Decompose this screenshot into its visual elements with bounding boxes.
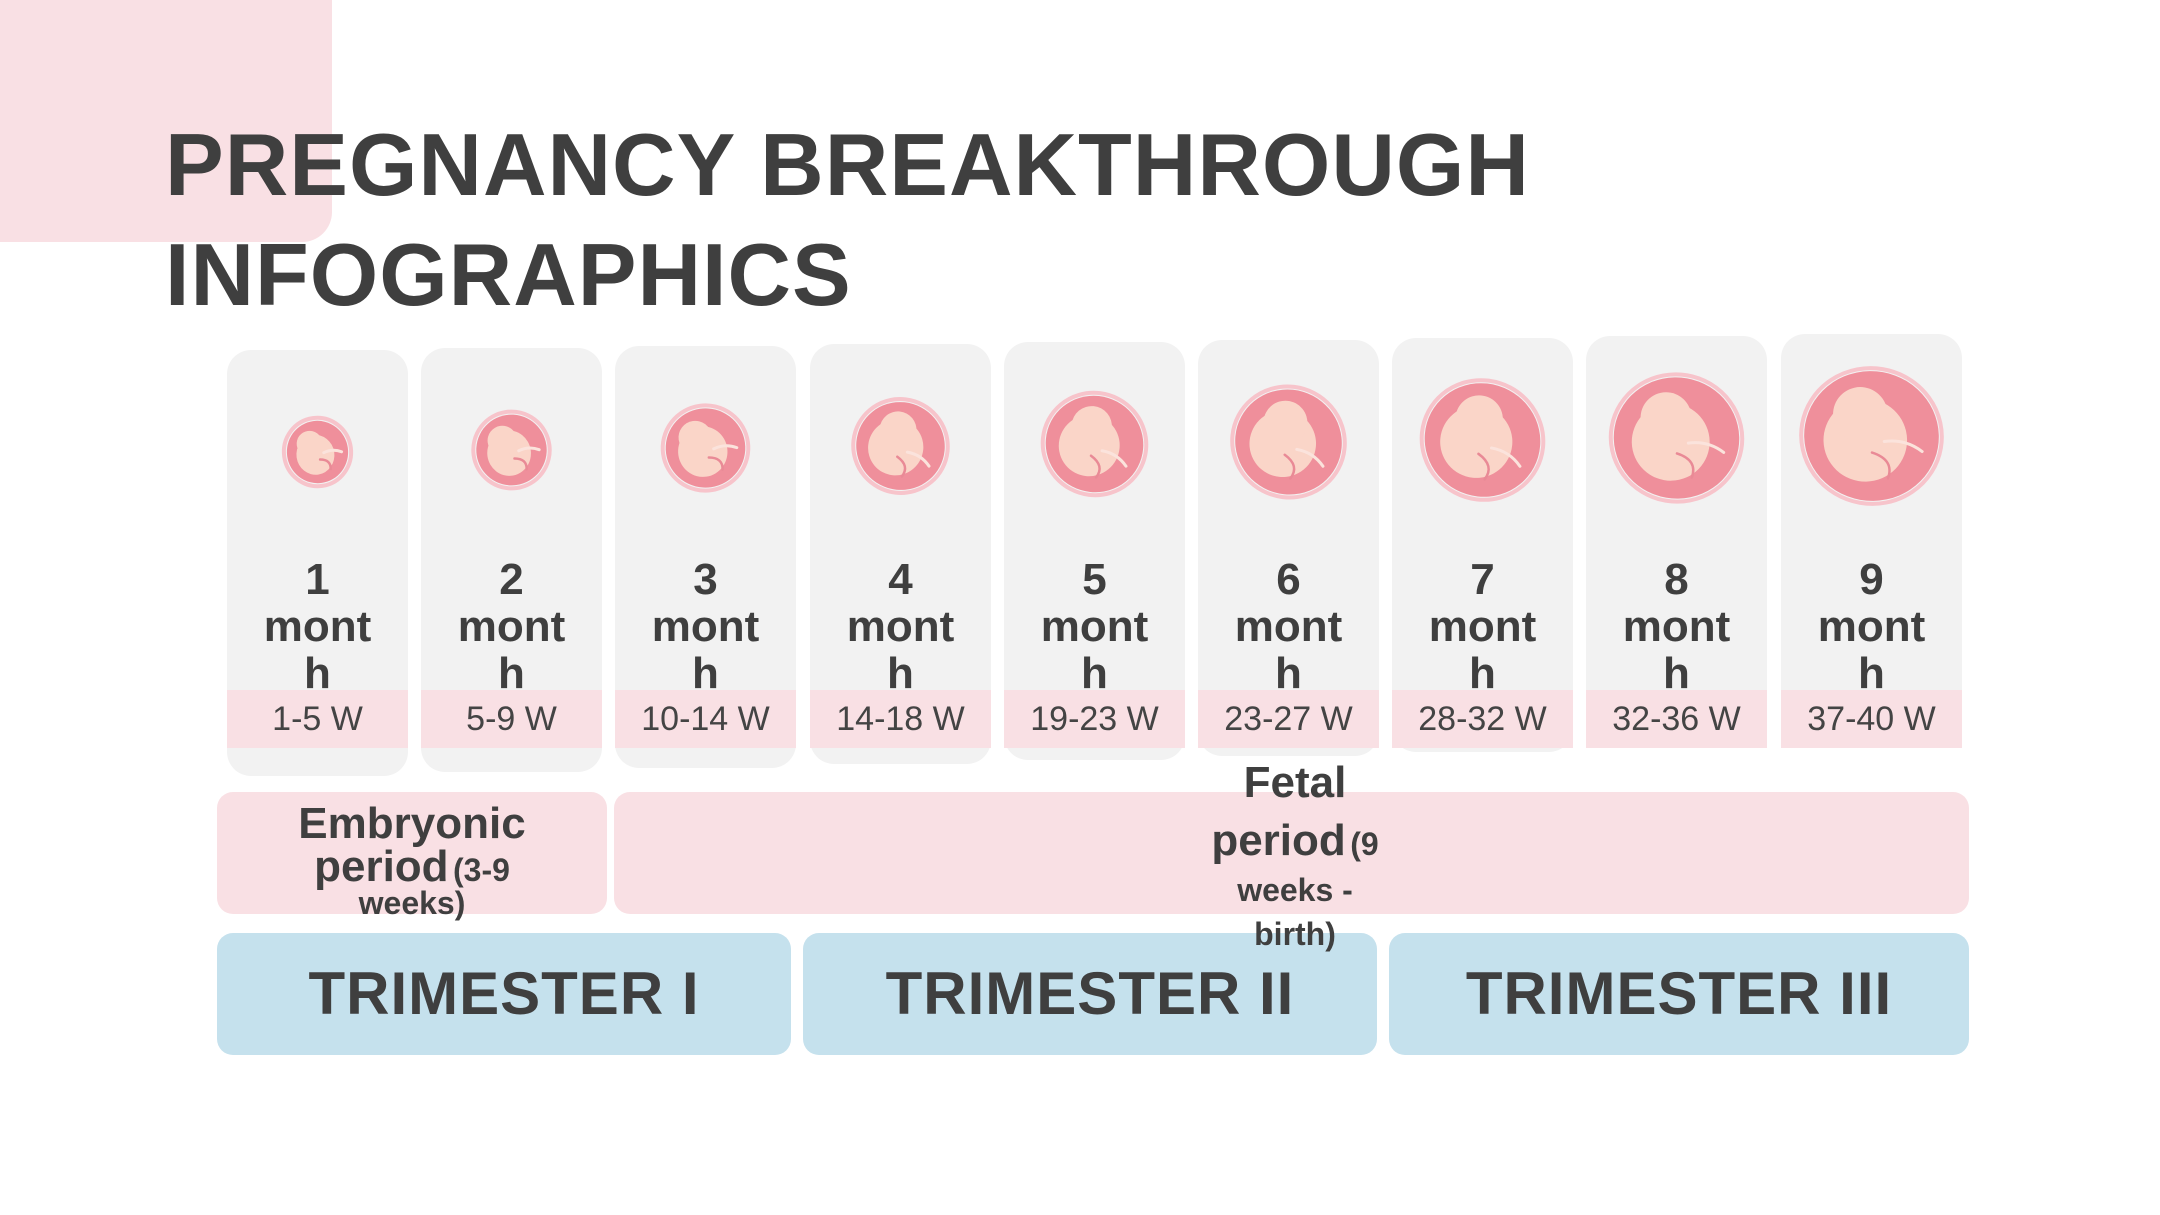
month-unit-line-2: h [692,649,719,698]
month-unit-line-1: mont [651,602,760,651]
fetus-icon [1419,378,1546,502]
weeks-range: 37-40 W [1781,690,1962,748]
trimester-3-band: TRIMESTER III [1389,933,1969,1055]
title-line-1: PREGNANCY BREAKTHROUGH [165,115,1530,214]
month-unit-line-1: mont [1040,602,1149,651]
weeks-range: 1-5 W [227,690,408,748]
embryonic-period-band: Embryonic period (3-9 weeks) [217,792,607,920]
weeks-range: 19-23 W [1004,690,1185,748]
month-number: 5 [1082,555,1107,604]
embryonic-line-2: period (3-9 [217,844,607,900]
month-number: 3 [693,555,718,604]
corner-decoration [0,0,332,242]
fetus-icon [281,415,354,489]
fetal-period-band [614,792,1969,914]
month-unit-line-1: mont [263,602,372,651]
fetal-line-3: weeks - [1237,872,1353,908]
weeks-range: 32-36 W [1586,690,1767,748]
fetus-icon [1608,372,1745,504]
fetus-icon [1230,384,1347,500]
fetus-icon [660,403,751,493]
trimester-1-band: TRIMESTER I [217,933,791,1055]
embryonic-period-word: period [314,842,449,891]
weeks-range: 10-14 W [615,690,796,748]
month-unit-line-2: h [1469,649,1496,698]
fetal-line-4: birth) [1254,916,1336,952]
weeks-range: 23-27 W [1198,690,1379,748]
title-line-2: INFOGRAPHICS [165,225,852,324]
month-unit-line-2: h [1275,649,1302,698]
month-unit-line-2: h [304,649,331,698]
embryonic-line-1: Embryonic [298,799,526,848]
month-unit-line-1: mont [846,602,955,651]
month-number: 8 [1664,555,1689,604]
weeks-range: 5-9 W [421,690,602,748]
month-number: 9 [1859,555,1884,604]
fetus-icon [851,397,950,495]
page-title: PREGNANCY BREAKTHROUGH INFOGRAPHICS [165,110,1530,330]
month-unit-line-1: mont [457,602,566,651]
fetal-line-1: Fetal [1243,758,1347,807]
trimester-2-band: TRIMESTER II [803,933,1377,1055]
month-unit-line-2: h [498,649,525,698]
month-unit-line-1: mont [1428,602,1537,651]
month-unit-line-2: h [887,649,914,698]
fetal-line-2: period (9 [1095,816,1495,876]
weeks-range: 14-18 W [810,690,991,748]
weeks-range: 28-32 W [1392,690,1573,748]
month-number: 6 [1276,555,1301,604]
month-number: 4 [888,555,913,604]
embryonic-range-start: (3-9 [453,852,510,888]
month-unit-line-2: h [1858,649,1885,698]
fetus-icon [1799,366,1944,506]
fetal-period-word: period [1211,816,1346,865]
month-unit-line-2: h [1663,649,1690,698]
month-unit-line-1: mont [1622,602,1731,651]
embryonic-line-3: weeks) [358,885,466,921]
month-unit-line-2: h [1081,649,1108,698]
fetus-icon [1040,390,1149,498]
month-number: 7 [1470,555,1495,604]
fetal-range-start: (9 [1350,826,1379,862]
month-number: 2 [499,555,524,604]
month-unit-line-1: mont [1234,602,1343,651]
fetus-icon [471,409,552,491]
month-number: 1 [305,555,330,604]
month-unit-line-1: mont [1817,602,1926,651]
